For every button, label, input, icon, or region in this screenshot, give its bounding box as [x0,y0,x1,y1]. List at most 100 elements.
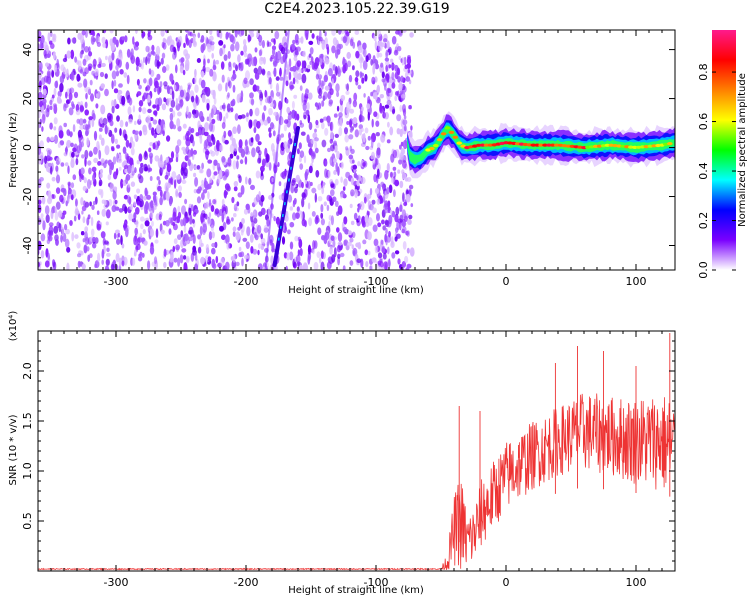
noise-speckle [166,85,171,94]
noise-speckle [155,45,161,56]
noise-speckle [211,231,215,239]
noise-speckle [165,64,170,71]
noise-speckle [146,194,152,200]
noise-speckle [399,220,402,231]
noise-speckle [92,236,96,243]
noise-speckle [324,54,328,60]
noise-speckle [106,247,110,252]
noise-speckle [212,174,216,180]
noise-speckle [179,101,183,109]
noise-speckle [337,166,340,177]
noise-speckle [295,254,301,265]
noise-speckle [360,106,364,112]
noise-speckle [291,179,296,186]
noise-speckle [49,122,53,130]
noise-speckle [320,250,324,259]
noise-speckle [238,30,243,37]
noise-speckle [179,89,185,98]
noise-speckle [165,156,169,163]
noise-speckle [237,226,241,231]
noise-speckle [249,92,254,99]
noise-speckle [59,140,65,146]
noise-speckle [57,142,61,148]
noise-speckle [324,57,330,65]
noise-speckle [91,204,95,210]
noise-speckle [361,77,365,84]
noise-speckle [410,203,414,208]
noise-speckle [381,71,385,79]
noise-speckle [196,165,201,170]
noise-speckle [161,52,166,59]
noise-speckle [245,241,250,249]
noise-speckle [194,263,199,270]
noise-speckle [83,244,88,254]
noise-speckle [250,32,255,38]
noise-speckle [369,264,373,270]
noise-speckle [47,149,51,159]
noise-speckle [112,156,117,165]
noise-speckle [169,107,173,112]
noise-speckle [119,128,122,136]
noise-speckle [292,65,297,72]
noise-speckle [185,132,189,142]
noise-speckle [101,36,106,44]
noise-speckle [117,157,123,164]
noise-speckle [75,110,81,116]
noise-speckle [234,113,239,121]
noise-speckle [231,217,234,222]
noise-speckle [354,30,360,35]
noise-speckle [255,146,261,154]
noise-speckle [142,107,147,115]
noise-speckle [271,248,276,253]
noise-speckle [214,208,220,215]
noise-speckle [225,112,229,119]
noise-speckle [46,70,51,79]
noise-speckle [208,198,212,207]
noise-speckle [279,67,282,77]
noise-speckle [141,237,146,242]
noise-speckle [349,38,354,47]
noise-speckle [301,192,306,199]
noise-speckle [251,57,256,67]
noise-speckle [111,106,115,114]
noise-speckle [367,250,371,256]
signal-core [452,135,459,139]
noise-speckle [166,97,170,107]
noise-speckle [44,260,50,268]
noise-speckle [402,104,406,113]
noise-speckle [272,99,277,110]
noise-speckle [50,136,55,142]
noise-speckle [257,249,260,256]
noise-speckle [66,99,71,104]
noise-speckle [372,207,377,214]
noise-speckle [68,92,73,101]
noise-speckle [331,78,334,86]
noise-speckle [336,43,342,52]
noise-speckle [193,189,198,194]
noise-speckle [326,261,332,270]
noise-speckle [133,212,137,220]
noise-speckle [136,188,141,194]
signal-core [433,144,439,148]
noise-speckle [260,207,266,216]
noise-speckle [150,50,155,55]
noise-speckle [39,140,44,149]
noise-speckle [184,233,189,242]
noise-speckle [287,114,292,121]
noise-speckle [315,170,320,178]
noise-speckle [42,98,47,105]
noise-speckle [148,68,152,75]
noise-speckle [48,222,54,227]
noise-speckle [75,206,79,214]
noise-speckle [38,110,41,119]
noise-speckle [229,34,234,43]
noise-speckle [54,211,59,221]
noise-speckle [157,97,163,106]
noise-speckle [108,55,112,64]
noise-speckle [147,108,152,114]
noise-speckle [364,127,369,134]
noise-speckle [397,258,401,265]
noise-speckle [82,118,87,124]
noise-speckle [299,163,304,170]
